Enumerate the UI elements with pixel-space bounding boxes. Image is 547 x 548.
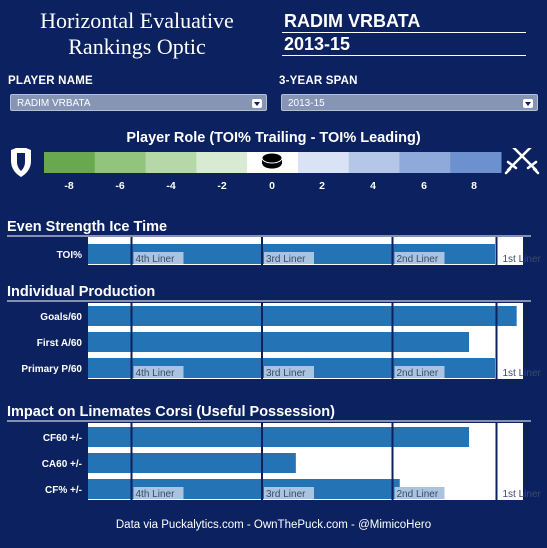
role-segment <box>399 152 451 173</box>
puck-icon <box>261 152 283 170</box>
panel-title: Even Strength Ice Time <box>7 219 167 235</box>
span-label: 3-YEAR SPAN <box>279 75 358 87</box>
role-tick-label: -8 <box>64 180 73 192</box>
panel-title: Individual Production <box>7 284 155 300</box>
role-tick-labels: -8 -6 -4 -2 0 2 4 6 8 <box>64 180 477 192</box>
tier-label: 1st Liner <box>503 489 542 500</box>
tier-label: 2nd Liner <box>397 254 439 265</box>
player-name-value: RADIM VRBATA <box>17 98 91 109</box>
player-name-label: PLAYER NAME <box>8 75 93 87</box>
tier-label-bg <box>394 252 445 264</box>
tier-label-bg <box>264 252 314 264</box>
metric-panel: Even Strength Ice Time TOI% 4th Liner 3rd L… <box>7 219 542 265</box>
role-scale: -8 -6 -4 -2 0 2 4 6 8 <box>11 148 540 192</box>
role-tick-label: 0 <box>269 180 275 192</box>
player-display: RADIM VRBATA <box>282 10 526 33</box>
tier-label-bg <box>133 487 184 499</box>
role-segment <box>44 152 96 173</box>
metric-row-label: Goals/60 <box>40 312 82 323</box>
role-tick-label: 4 <box>370 180 376 192</box>
role-segment <box>297 152 350 173</box>
tier-label: 4th Liner <box>136 489 176 500</box>
span-display: 2013-15 <box>282 33 526 56</box>
role-segment <box>348 152 400 173</box>
role-tick-label: 6 <box>421 180 427 192</box>
tier-label-bg <box>394 366 445 378</box>
metric-bar <box>88 332 470 352</box>
metric-bar <box>88 306 517 326</box>
tier-label-bg <box>394 487 445 499</box>
shield-icon <box>11 148 31 177</box>
panel-title: Impact on Linemates Corsi (Useful Posses… <box>7 404 335 420</box>
tier-label: 1st Liner <box>503 368 542 379</box>
tier-label: 4th Liner <box>136 368 176 379</box>
metric-row-label: CF60 +/- <box>43 433 82 444</box>
metric-bar <box>88 453 296 473</box>
role-segment <box>450 152 502 173</box>
title-line-1: Horizontal Evaluative <box>40 8 234 33</box>
role-tick-label: -2 <box>217 180 226 192</box>
role-band <box>44 152 502 173</box>
role-segment <box>145 152 197 173</box>
tier-label-bg <box>133 252 184 264</box>
role-segment <box>196 152 248 173</box>
tier-label: 3rd Liner <box>266 254 306 265</box>
tier-label: 3rd Liner <box>266 368 306 379</box>
player-name-dropdown[interactable]: RADIM VRBATA <box>10 94 267 111</box>
title-line-2: Rankings Optic <box>68 34 206 59</box>
metric-bar <box>88 427 470 447</box>
metric-panel: Impact on Linemates Corsi (Useful Posses… <box>7 404 542 500</box>
tier-label-bg <box>264 366 314 378</box>
metric-panels: Even Strength Ice Time TOI% 4th Liner 3rd L… <box>7 219 542 500</box>
metric-row-label: First A/60 <box>37 338 83 349</box>
chevron-down-icon[interactable] <box>252 99 262 108</box>
tier-label-bg <box>264 487 314 499</box>
role-segment <box>94 152 147 173</box>
crossed-swords-icon <box>504 148 540 175</box>
chevron-down-icon[interactable] <box>523 99 533 108</box>
metric-row-label: TOI% <box>57 250 82 261</box>
span-value: 2013-15 <box>288 98 325 109</box>
footer-credits: Data via Puckalytics.com - OwnThePuck.co… <box>115 519 432 531</box>
tier-label-bg <box>133 366 184 378</box>
role-tick-label: -6 <box>115 180 124 192</box>
metric-panel: Individual Production Goals/60 First A/60 P… <box>7 284 542 379</box>
role-title: Player Role (TOI% Trailing - TOI% Leadin… <box>126 130 421 146</box>
metric-row-label: Primary P/60 <box>21 364 82 375</box>
tier-label: 3rd Liner <box>266 489 306 500</box>
title-left: Horizontal Evaluative Rankings Optic <box>8 8 266 60</box>
tier-label: 2nd Liner <box>397 368 439 379</box>
tier-label: 4th Liner <box>136 254 176 265</box>
role-tick-label: 2 <box>319 180 325 192</box>
metric-row-label: CF% +/- <box>45 485 82 496</box>
tier-label: 2nd Liner <box>397 489 439 500</box>
tier-label: 1st Liner <box>503 254 542 265</box>
span-dropdown[interactable]: 2013-15 <box>281 94 538 111</box>
role-tick-label: 8 <box>471 180 477 192</box>
metric-row-label: CA60 +/- <box>42 459 82 470</box>
role-tick-label: -4 <box>166 180 175 192</box>
title-right: RADIM VRBATA 2013-15 <box>282 10 526 56</box>
